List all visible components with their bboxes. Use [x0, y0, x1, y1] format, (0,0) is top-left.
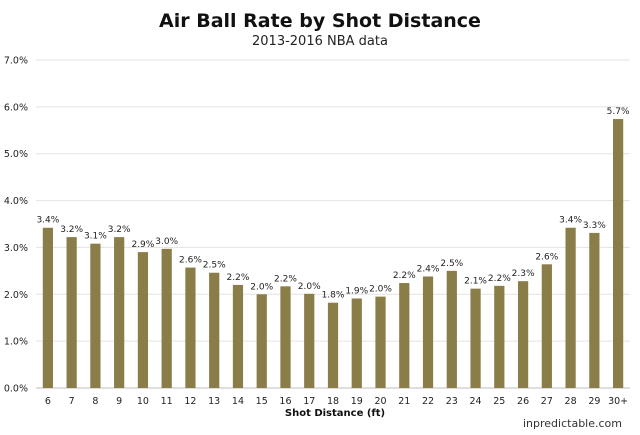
bar-13 — [209, 272, 220, 388]
data-label-28: 3.4% — [559, 216, 582, 226]
gridlines — [36, 59, 630, 389]
bar-24 — [470, 288, 481, 388]
data-label-10: 2.9% — [131, 240, 154, 250]
x-axis-label: Shot Distance (ft) — [285, 408, 385, 419]
x-tick-label-16: 16 — [279, 396, 291, 407]
data-label-16: 2.2% — [274, 274, 297, 284]
x-tick-label-30+: 30+ — [608, 396, 628, 407]
data-label-21: 2.2% — [393, 271, 416, 281]
data-label-7: 3.2% — [60, 225, 83, 235]
data-label-15: 2.0% — [250, 282, 273, 292]
x-tick-label-19: 19 — [351, 396, 363, 407]
bar-15 — [256, 294, 267, 388]
data-label-22: 2.4% — [417, 264, 440, 274]
x-tick-label-29: 29 — [588, 396, 600, 407]
x-tick-label-23: 23 — [446, 396, 458, 407]
bar-18 — [327, 302, 339, 388]
x-tick-label-15: 15 — [256, 396, 268, 407]
bar-7 — [66, 237, 77, 388]
bar-23 — [446, 270, 457, 388]
y-tick-label: 2.0% — [4, 290, 28, 301]
bar-10 — [137, 252, 149, 388]
y-tick-label: 5.0% — [4, 149, 28, 160]
data-label-11: 3.0% — [155, 237, 178, 247]
data-label-12: 2.6% — [179, 256, 202, 266]
data-label-14: 2.2% — [227, 273, 250, 283]
x-tick-label-7: 7 — [69, 396, 75, 407]
x-tick-label-12: 12 — [184, 396, 196, 407]
x-tick-label-17: 17 — [303, 396, 315, 407]
credit-text: inpredictable.com — [523, 417, 622, 430]
data-label-6: 3.4% — [36, 216, 59, 226]
x-tick-label-26: 26 — [517, 396, 529, 407]
x-tick-label-18: 18 — [327, 396, 339, 407]
bar-20 — [375, 296, 386, 388]
data-label-26: 2.3% — [512, 269, 535, 279]
bar-16 — [280, 286, 291, 388]
y-tick-label: 3.0% — [4, 243, 28, 254]
bar-30+ — [613, 119, 624, 388]
bar-8 — [90, 243, 101, 388]
x-tick-label-10: 10 — [137, 396, 149, 407]
y-tick-label: 7.0% — [4, 56, 28, 67]
data-labels: 3.4%3.2%3.1%3.2%2.9% 3.0%2.6%2.5%2.2%2.0%… — [36, 107, 630, 301]
x-tick-label-20: 20 — [374, 396, 386, 407]
bars — [42, 119, 624, 388]
x-tick-label-11: 11 — [161, 396, 173, 407]
x-tick-label-28: 28 — [565, 396, 577, 407]
bar-21 — [399, 283, 410, 388]
x-axis-ticks: 6 7 8 9 10 11 12 13 14 15 16 17 18 19 20 21 22 23 24 25 26 27… — [45, 396, 628, 407]
bar-12 — [185, 267, 196, 388]
y-tick-label: 1.0% — [4, 337, 28, 348]
x-tick-label-6: 6 — [45, 396, 51, 407]
y-tick-label: 4.0% — [4, 196, 28, 207]
y-tick-label: 0.0% — [4, 384, 28, 395]
bar-14 — [232, 284, 244, 388]
data-label-29: 3.3% — [583, 221, 606, 231]
bar-6 — [42, 227, 53, 388]
bar-11 — [161, 248, 172, 388]
data-label-24: 2.1% — [464, 277, 487, 287]
chart-subtitle: 2013-2016 NBA data — [252, 34, 388, 49]
bar-27 — [541, 264, 552, 388]
data-label-17: 2.0% — [298, 282, 321, 292]
x-tick-label-22: 22 — [422, 396, 434, 407]
x-tick-label-14: 14 — [232, 396, 244, 407]
x-tick-label-27: 27 — [541, 396, 553, 407]
y-tick-label: 6.0% — [4, 102, 28, 113]
data-label-9: 3.2% — [108, 225, 131, 235]
x-tick-label-24: 24 — [470, 396, 482, 407]
bar-9 — [114, 237, 125, 388]
data-label-13: 2.5% — [203, 261, 226, 271]
bar-26 — [517, 281, 529, 388]
data-label-23: 2.5% — [440, 259, 463, 269]
bar-25 — [494, 285, 505, 388]
x-tick-label-8: 8 — [92, 396, 98, 407]
bar-22 — [422, 276, 434, 388]
data-label-18: 1.8% — [322, 291, 345, 301]
x-tick-label-21: 21 — [398, 396, 410, 407]
bar-19 — [351, 298, 362, 388]
data-label-20: 2.0% — [369, 285, 392, 295]
data-label-27: 2.6% — [535, 252, 558, 262]
x-tick-label-25: 25 — [493, 396, 505, 407]
bar-17 — [304, 293, 315, 388]
data-label-30+: 5.7% — [607, 107, 630, 117]
x-tick-label-9: 9 — [116, 396, 122, 407]
bar-28 — [565, 227, 576, 388]
bar-29 — [589, 232, 600, 388]
data-label-19: 1.9% — [345, 287, 368, 297]
y-axis-ticks: 0.0% 1.0% 2.0% 3.0% 4.0% 5.0% 6.0% 7.0% — [4, 56, 28, 395]
data-label-8: 3.1% — [84, 232, 107, 242]
chart-title: Air Ball Rate by Shot Distance — [159, 10, 481, 32]
data-label-25: 2.2% — [488, 274, 511, 284]
x-tick-label-13: 13 — [208, 396, 220, 407]
